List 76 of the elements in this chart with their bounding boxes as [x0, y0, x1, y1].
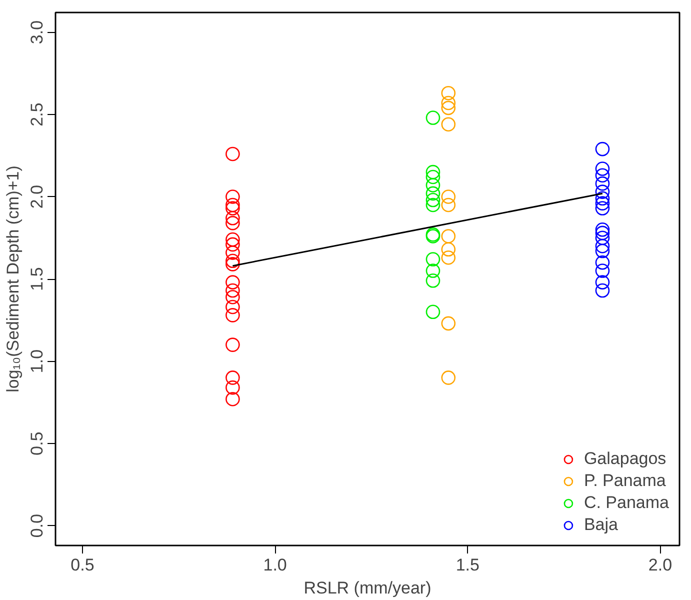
point	[226, 392, 240, 406]
point	[426, 164, 440, 180]
point	[441, 229, 456, 244]
point	[226, 216, 240, 230]
point	[595, 275, 610, 290]
legend-label: Galapagos	[584, 449, 666, 469]
point	[226, 300, 240, 314]
point	[595, 162, 610, 176]
point	[441, 370, 456, 385]
point	[226, 210, 240, 226]
y-axis-title: log₁₀(Sediment Depth (cm)+1)	[4, 166, 22, 392]
point	[226, 257, 240, 272]
y-tick-label: 1.5	[28, 267, 46, 291]
x-tick-label: 0.5	[70, 556, 94, 574]
point	[595, 264, 610, 278]
point	[441, 96, 456, 110]
point	[426, 192, 440, 208]
point	[226, 370, 240, 385]
point	[426, 178, 440, 192]
point	[441, 250, 456, 265]
point	[595, 238, 610, 254]
point	[226, 198, 240, 212]
point	[595, 191, 610, 206]
point	[226, 275, 240, 290]
point	[595, 255, 610, 270]
point	[426, 252, 440, 266]
x-axis-title: RSLR (mm/year)	[304, 578, 432, 598]
point	[595, 168, 610, 182]
point	[226, 190, 240, 204]
point	[226, 246, 240, 260]
y-tick-label: 2.0	[28, 184, 46, 209]
point	[426, 304, 440, 320]
point	[426, 170, 440, 184]
point	[595, 226, 610, 240]
point	[426, 274, 440, 288]
point	[426, 110, 440, 125]
x-tick-label: 1.5	[456, 556, 480, 574]
legend-label: P. Panama	[584, 471, 666, 491]
y-tick-label: 1.0	[28, 349, 46, 374]
point	[441, 117, 456, 132]
point	[441, 86, 456, 100]
point	[595, 230, 610, 246]
point	[226, 308, 240, 322]
point	[226, 254, 240, 268]
point	[426, 198, 440, 212]
point	[595, 201, 610, 216]
x-tick-label: 1.0	[263, 556, 287, 574]
point	[426, 264, 440, 278]
point	[226, 380, 240, 395]
point	[226, 237, 240, 252]
legend-label: C. Panama	[584, 493, 669, 513]
point	[226, 338, 240, 352]
y-tick-label: 3.0	[28, 20, 46, 44]
point	[441, 198, 456, 212]
point	[595, 142, 610, 156]
point	[226, 201, 240, 216]
point	[595, 184, 610, 199]
legend-label: Baja	[584, 515, 618, 535]
point	[595, 222, 610, 237]
point	[441, 100, 456, 116]
point	[226, 232, 240, 247]
point	[595, 244, 610, 258]
point	[441, 242, 456, 257]
y-tick-label: 0.5	[28, 432, 46, 456]
point	[226, 290, 240, 304]
point	[441, 190, 456, 204]
point	[426, 186, 440, 201]
y-tick-label: 2.5	[28, 102, 46, 126]
x-tick-label: 2.0	[648, 556, 672, 574]
point	[226, 146, 240, 162]
point	[595, 176, 610, 191]
y-tick-label: 0.0	[28, 514, 46, 538]
point	[226, 283, 240, 298]
point	[595, 196, 610, 210]
point	[441, 316, 456, 331]
point	[595, 283, 610, 298]
